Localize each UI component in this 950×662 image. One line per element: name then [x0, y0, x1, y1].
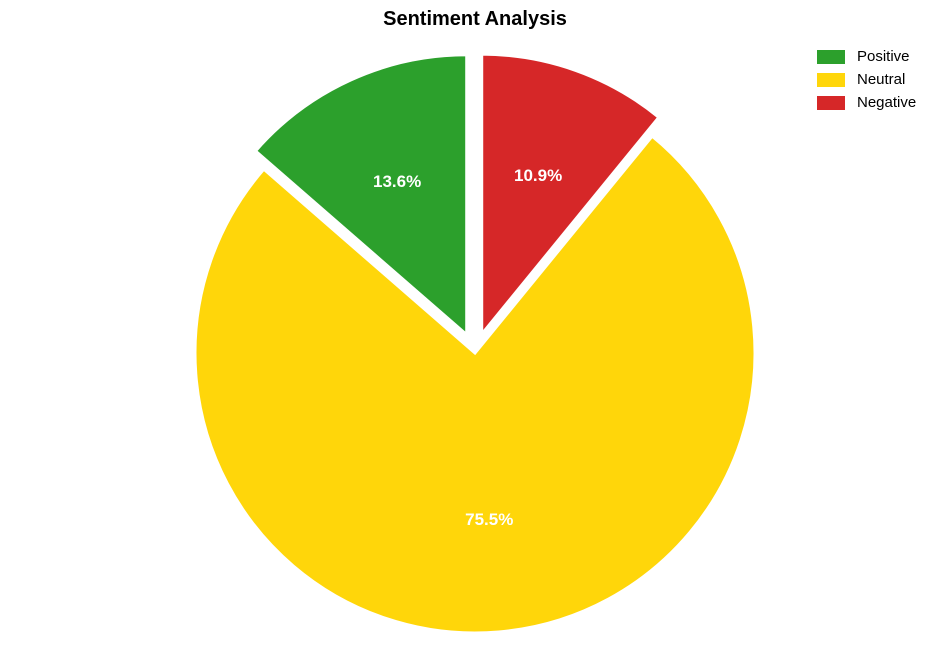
legend-label-negative: Negative	[857, 94, 916, 111]
legend-label-neutral: Neutral	[857, 71, 905, 88]
legend-item-neutral: Neutral	[817, 71, 916, 88]
legend-label-positive: Positive	[857, 48, 910, 65]
slice-label-neutral: 75.5%	[465, 510, 513, 530]
legend-item-negative: Negative	[817, 94, 916, 111]
legend-item-positive: Positive	[817, 48, 916, 65]
slice-label-positive: 13.6%	[373, 172, 421, 192]
pie-svg	[0, 0, 950, 662]
pie-slice-neutral	[195, 136, 755, 633]
legend-swatch-neutral	[817, 73, 845, 87]
slice-label-negative: 10.9%	[514, 166, 562, 186]
legend-swatch-positive	[817, 50, 845, 64]
sentiment-pie-chart: Sentiment Analysis 13.6%75.5%10.9% Posit…	[0, 0, 950, 662]
legend-swatch-negative	[817, 96, 845, 110]
legend: Positive Neutral Negative	[817, 48, 916, 117]
